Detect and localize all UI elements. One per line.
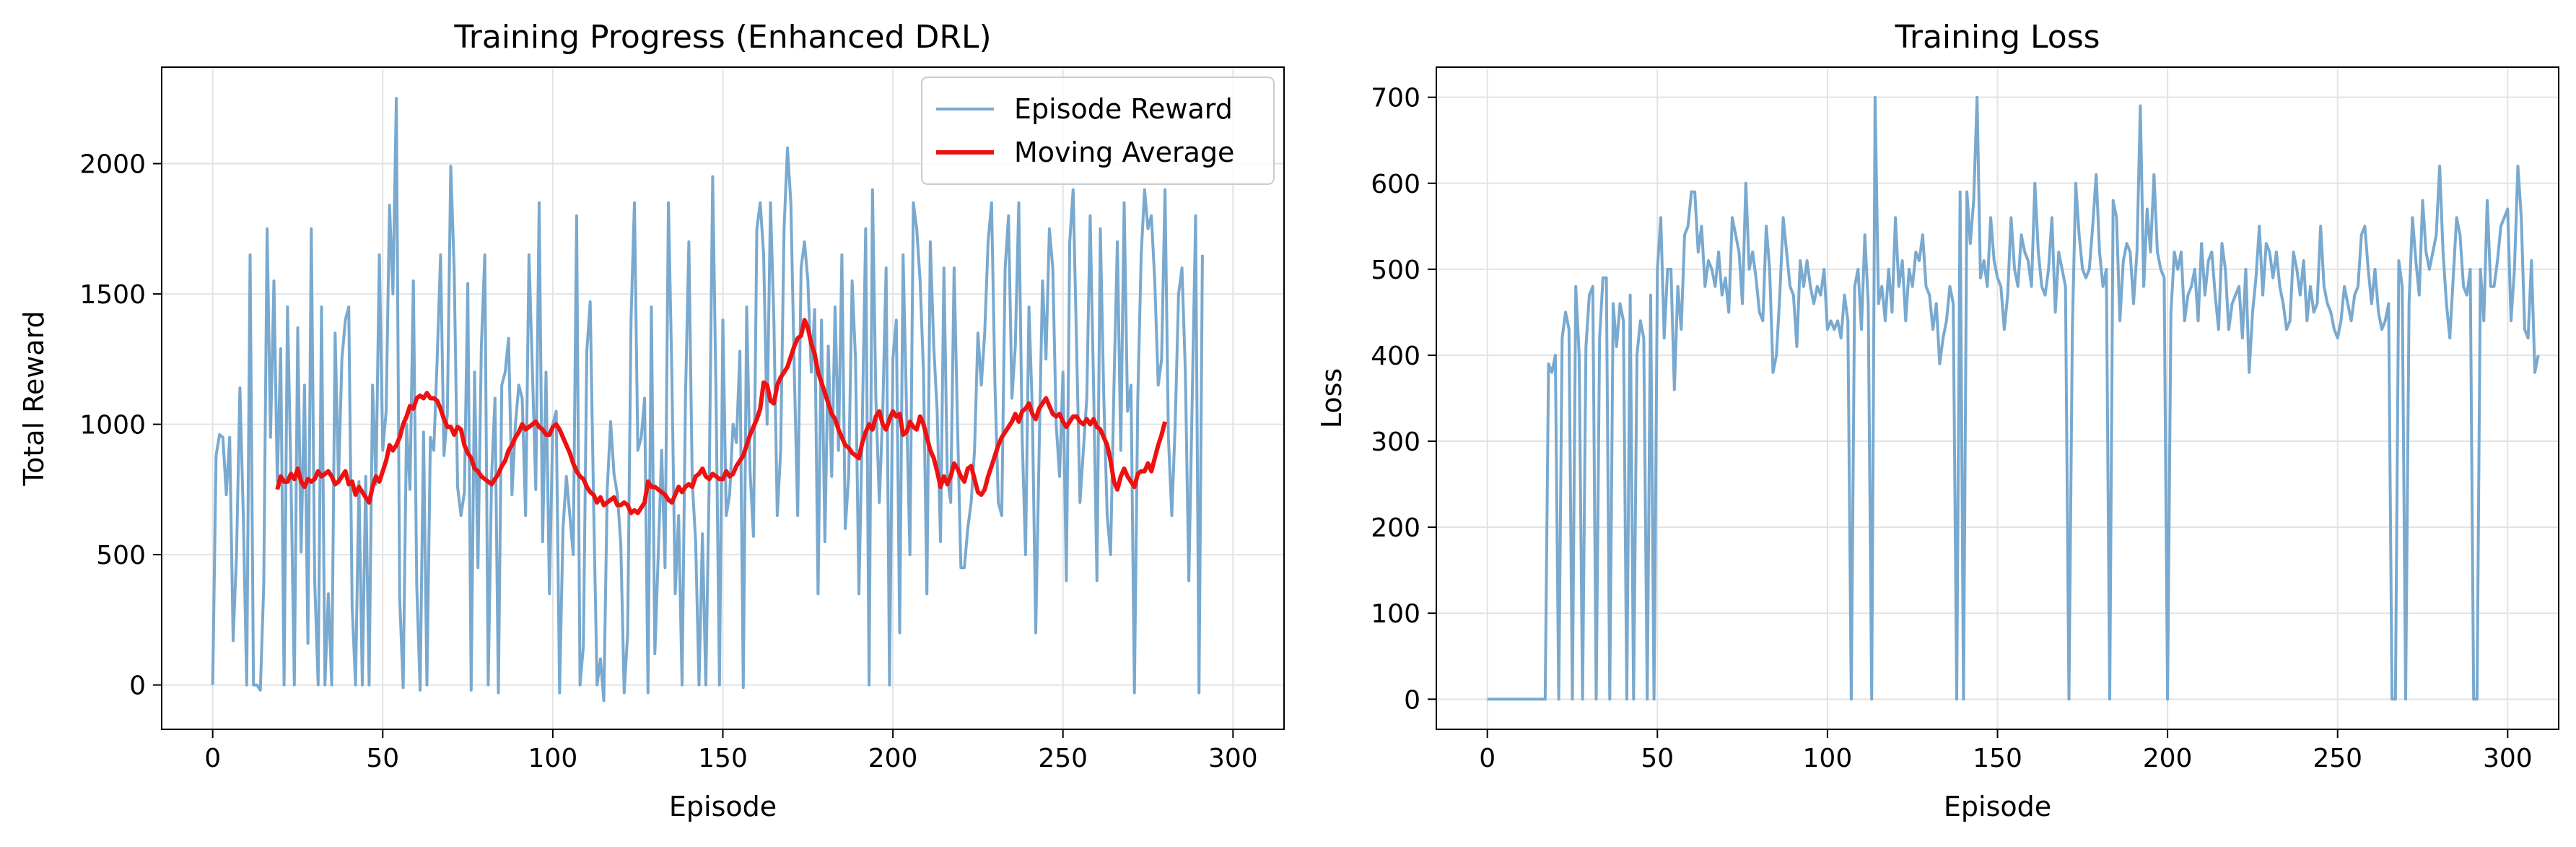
reward-y-tick-label: 1500 <box>79 280 146 310</box>
reward-y-tick-label: 2000 <box>79 150 146 180</box>
reward-series-group <box>211 97 1204 703</box>
loss-y-tick-label: 300 <box>1371 427 1420 457</box>
loss-x-tick-label: 0 <box>1479 744 1496 773</box>
loss-y-tick-label: 700 <box>1371 84 1420 113</box>
loss-y-tick-label: 100 <box>1371 599 1420 629</box>
loss-x-tick-label: 250 <box>2313 744 2362 773</box>
legend-box <box>921 77 1275 185</box>
loss-series-line-0 <box>1487 95 2540 701</box>
loss-x-tick-label: 200 <box>2143 744 2193 773</box>
loss-y-tick-label: 600 <box>1371 170 1420 199</box>
reward-panel: 0 50 100 150 200 250 300 0 500 1000 1500 2000 Train… <box>18 19 1285 822</box>
reward-y-tick-label: 0 <box>129 672 146 701</box>
reward-series-line-0 <box>211 97 1204 703</box>
reward-x-axis-label: Episode <box>669 791 777 822</box>
loss-x-tick-label: 300 <box>2483 744 2533 773</box>
reward-x-tick-label: 250 <box>1038 744 1088 773</box>
loss-x-tick-label: 50 <box>1641 744 1674 773</box>
reward-x-tick-label: 200 <box>868 744 918 773</box>
legend-label-moving-average: Moving Average <box>1014 136 1234 168</box>
reward-x-tick-label: 300 <box>1208 744 1258 773</box>
reward-y-tick-label: 1000 <box>79 411 146 440</box>
loss-panel: 0 50 100 150 200 250 300 0 100 200 300 400 500 600 700… <box>1316 19 2559 822</box>
reward-y-tick-label: 500 <box>96 541 146 570</box>
reward-legend: Episode Reward Moving Average <box>921 77 1275 185</box>
legend-label-episode-reward: Episode Reward <box>1014 93 1233 125</box>
reward-x-tick-label: 50 <box>366 744 399 773</box>
loss-series-group <box>1487 95 2540 701</box>
loss-chart-title: Training Loss <box>1894 19 2100 56</box>
loss-y-tick-label: 0 <box>1404 685 1420 715</box>
loss-ticks: 0 50 100 150 200 250 300 0 100 200 300 400 500 600 700 <box>1371 84 2532 773</box>
loss-x-axis-label: Episode <box>1944 791 2051 822</box>
reward-series-line-1 <box>275 318 1168 516</box>
loss-y-tick-label: 500 <box>1371 256 1420 285</box>
loss-y-axis-label: Loss <box>1316 368 1348 428</box>
reward-ticks: 0 50 100 150 200 250 300 0 500 1000 1500 2000 <box>79 150 1257 773</box>
reward-chart-title: Training Progress (Enhanced DRL) <box>453 19 991 56</box>
reward-x-tick-label: 0 <box>204 744 221 773</box>
loss-y-tick-label: 200 <box>1371 513 1420 543</box>
loss-x-tick-label: 150 <box>1973 744 2022 773</box>
reward-y-axis-label: Total Reward <box>18 310 50 486</box>
loss-y-tick-label: 400 <box>1371 342 1420 371</box>
reward-x-tick-label: 150 <box>698 744 748 773</box>
reward-x-tick-label: 100 <box>528 744 578 773</box>
loss-x-tick-label: 100 <box>1803 744 1853 773</box>
